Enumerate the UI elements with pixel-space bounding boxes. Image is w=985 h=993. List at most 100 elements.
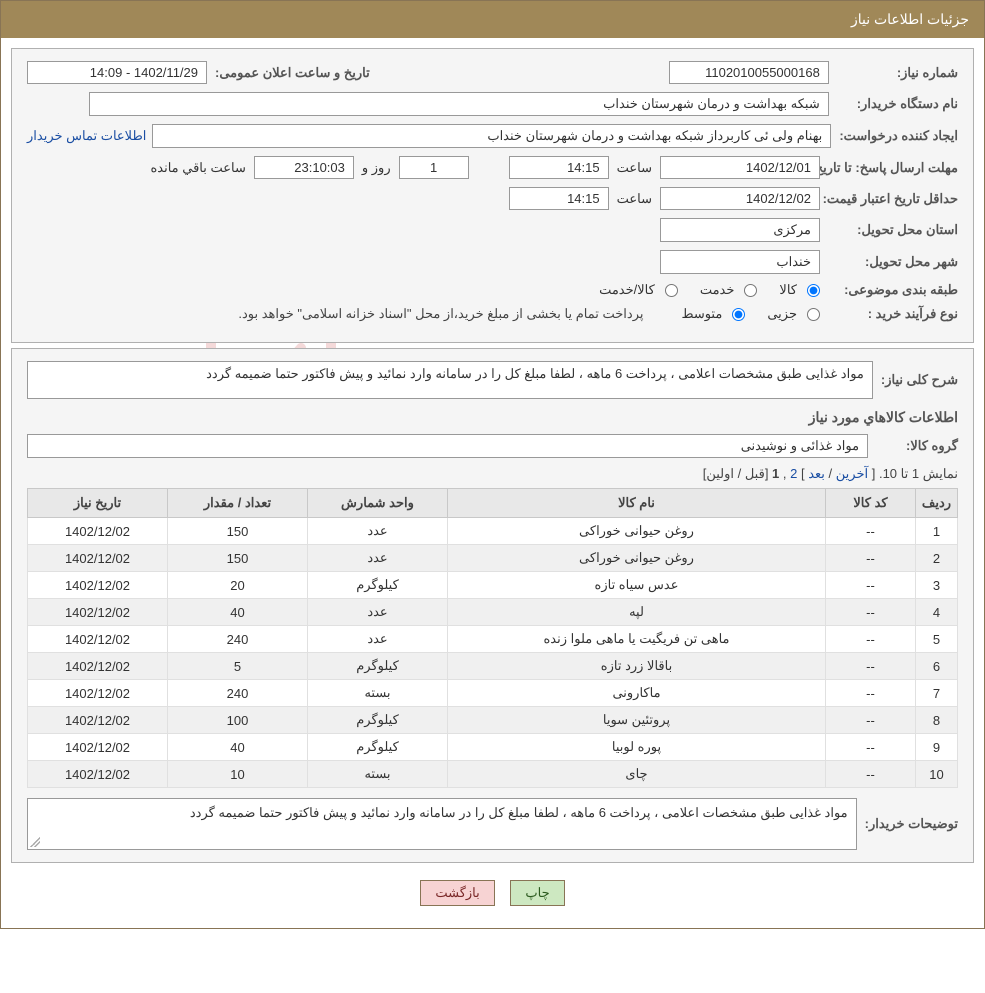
days-remaining: 1 bbox=[399, 156, 469, 179]
cell-idx: 10 bbox=[916, 761, 958, 788]
pager-prefix: نمایش 1 تا 10. bbox=[879, 466, 958, 481]
cell-code: -- bbox=[826, 599, 916, 626]
cell-name: لپه bbox=[448, 599, 826, 626]
radio-both[interactable] bbox=[665, 284, 678, 297]
table-row: 8--پروتئین سویاکیلوگرم1001402/12/02 bbox=[28, 707, 958, 734]
cell-name: عدس سیاه تازه bbox=[448, 572, 826, 599]
row-city: شهر محل تحویل: خنداب bbox=[27, 250, 958, 274]
cell-unit: کیلوگرم bbox=[308, 653, 448, 680]
label-medium: متوسط bbox=[681, 306, 722, 322]
th-qty: تعداد / مقدار bbox=[168, 489, 308, 518]
group-label: گروه کالا: bbox=[906, 438, 958, 454]
remaining-text: ساعت باقي مانده bbox=[150, 160, 245, 176]
pager-next[interactable]: بعد bbox=[808, 466, 825, 481]
table-row: 9--پوره لوبیاکیلوگرم401402/12/02 bbox=[28, 734, 958, 761]
radio-kala[interactable] bbox=[807, 284, 820, 297]
cell-idx: 9 bbox=[916, 734, 958, 761]
table-row: 10--چایبسته101402/12/02 bbox=[28, 761, 958, 788]
table-row: 6--باقالا زرد تازهکیلوگرم51402/12/02 bbox=[28, 653, 958, 680]
table-row: 4--لپهعدد401402/12/02 bbox=[28, 599, 958, 626]
deadline-label: مهلت ارسال پاسخ: تا تاریخ: bbox=[828, 160, 958, 176]
form-section: شماره نیاز: 1102010055000168 تاریخ و ساع… bbox=[11, 48, 974, 343]
deadline-time: 14:15 bbox=[509, 156, 609, 179]
pager-last[interactable]: آخرین bbox=[836, 466, 868, 481]
label-khedmat: خدمت bbox=[700, 282, 735, 298]
cell-qty: 10 bbox=[168, 761, 308, 788]
cell-code: -- bbox=[826, 734, 916, 761]
pager: نمایش 1 تا 10. [ آخرین / بعد ] 2 , 1 [قب… bbox=[27, 466, 958, 482]
label-partial: جزیی bbox=[767, 306, 797, 322]
notes-value-box: مواد غذایی طبق مشخصات اعلامی ، پرداخت 6 … bbox=[27, 798, 857, 850]
items-title: اطلاعات کالاهاي مورد نیاز bbox=[27, 409, 958, 426]
cell-unit: بسته bbox=[308, 761, 448, 788]
table-row: 2--روغن حیوانی خوراکیعدد1501402/12/02 bbox=[28, 545, 958, 572]
notes-value: مواد غذایی طبق مشخصات اعلامی ، پرداخت 6 … bbox=[190, 805, 848, 820]
radio-medium[interactable] bbox=[732, 308, 745, 321]
cell-unit: کیلوگرم bbox=[308, 572, 448, 599]
cell-idx: 4 bbox=[916, 599, 958, 626]
cell-unit: کیلوگرم bbox=[308, 734, 448, 761]
time-label-1: ساعت bbox=[617, 160, 652, 176]
cell-name: ماهی تن فریگیت یا ماهی ملوا زنده bbox=[448, 626, 826, 653]
cell-qty: 240 bbox=[168, 680, 308, 707]
cell-code: -- bbox=[826, 653, 916, 680]
cell-idx: 1 bbox=[916, 518, 958, 545]
announce-label: تاریخ و ساعت اعلان عمومی: bbox=[215, 65, 370, 81]
th-code: کد کالا bbox=[826, 489, 916, 518]
resize-handle-icon[interactable] bbox=[30, 837, 40, 847]
announce-value: 1402/11/29 - 14:09 bbox=[27, 61, 207, 84]
pager-p2[interactable]: 2 bbox=[790, 466, 797, 481]
back-button[interactable]: بازگشت bbox=[420, 880, 494, 906]
cell-idx: 7 bbox=[916, 680, 958, 707]
cell-qty: 40 bbox=[168, 599, 308, 626]
cell-name: روغن حیوانی خوراکی bbox=[448, 518, 826, 545]
deadline-date: 1402/12/01 bbox=[660, 156, 820, 179]
cell-idx: 5 bbox=[916, 626, 958, 653]
cell-date: 1402/12/02 bbox=[28, 707, 168, 734]
cell-name: باقالا زرد تازه bbox=[448, 653, 826, 680]
need-no-value: 1102010055000168 bbox=[669, 61, 829, 84]
cell-date: 1402/12/02 bbox=[28, 599, 168, 626]
row-notes: توضیحات خریدار: مواد غذایی طبق مشخصات اع… bbox=[27, 798, 958, 850]
days-word: روز و bbox=[362, 160, 391, 176]
cell-date: 1402/12/02 bbox=[28, 626, 168, 653]
buyer-label: نام دستگاه خریدار: bbox=[857, 96, 958, 112]
cell-code: -- bbox=[826, 761, 916, 788]
min-valid-label: حداقل تاریخ اعتبار قیمت: تا تاریخ: bbox=[828, 191, 958, 207]
cell-date: 1402/12/02 bbox=[28, 734, 168, 761]
table-row: 7--ماکارونیبسته2401402/12/02 bbox=[28, 680, 958, 707]
province-label: استان محل تحویل: bbox=[828, 222, 958, 238]
group-value: مواد غذائی و نوشیدنی bbox=[27, 434, 868, 458]
label-both: کالا/خدمت bbox=[599, 282, 655, 298]
print-button[interactable]: چاپ bbox=[510, 880, 564, 906]
table-header-row: ردیف کد کالا نام کالا واحد شمارش تعداد /… bbox=[28, 489, 958, 518]
cell-qty: 150 bbox=[168, 518, 308, 545]
th-idx: ردیف bbox=[916, 489, 958, 518]
cell-unit: بسته bbox=[308, 680, 448, 707]
contact-link[interactable]: اطلاعات تماس خریدار bbox=[27, 128, 146, 144]
requester-value: بهنام ولی ئی کاربرداز شبکه بهداشت و درما… bbox=[152, 124, 831, 148]
requester-label: ایجاد کننده درخواست: bbox=[839, 128, 958, 144]
radio-partial[interactable] bbox=[807, 308, 820, 321]
items-table: ردیف کد کالا نام کالا واحد شمارش تعداد /… bbox=[27, 488, 958, 788]
row-deadline: مهلت ارسال پاسخ: تا تاریخ: 1402/12/01 سا… bbox=[27, 156, 958, 179]
table-row: 1--روغن حیوانی خوراکیعدد1501402/12/02 bbox=[28, 518, 958, 545]
row-min-valid: حداقل تاریخ اعتبار قیمت: تا تاریخ: 1402/… bbox=[27, 187, 958, 210]
cell-idx: 8 bbox=[916, 707, 958, 734]
process-label: نوع فرآیند خرید : bbox=[828, 306, 958, 322]
cell-date: 1402/12/02 bbox=[28, 653, 168, 680]
cell-qty: 100 bbox=[168, 707, 308, 734]
table-row: 3--عدس سیاه تازهکیلوگرم201402/12/02 bbox=[28, 572, 958, 599]
cell-date: 1402/12/02 bbox=[28, 680, 168, 707]
cell-code: -- bbox=[826, 545, 916, 572]
notes-label: توضیحات خریدار: bbox=[865, 816, 958, 832]
process-radios: جزیی متوسط bbox=[663, 306, 820, 322]
page-title-bar: جزئیات اطلاعات نیاز bbox=[1, 1, 984, 38]
radio-khedmat[interactable] bbox=[744, 284, 757, 297]
cell-qty: 240 bbox=[168, 626, 308, 653]
buyer-value: شبکه بهداشت و درمان شهرستان خنداب bbox=[89, 92, 829, 116]
cell-name: پوره لوبیا bbox=[448, 734, 826, 761]
cell-date: 1402/12/02 bbox=[28, 761, 168, 788]
time-label-2: ساعت bbox=[617, 191, 652, 207]
cell-code: -- bbox=[826, 572, 916, 599]
